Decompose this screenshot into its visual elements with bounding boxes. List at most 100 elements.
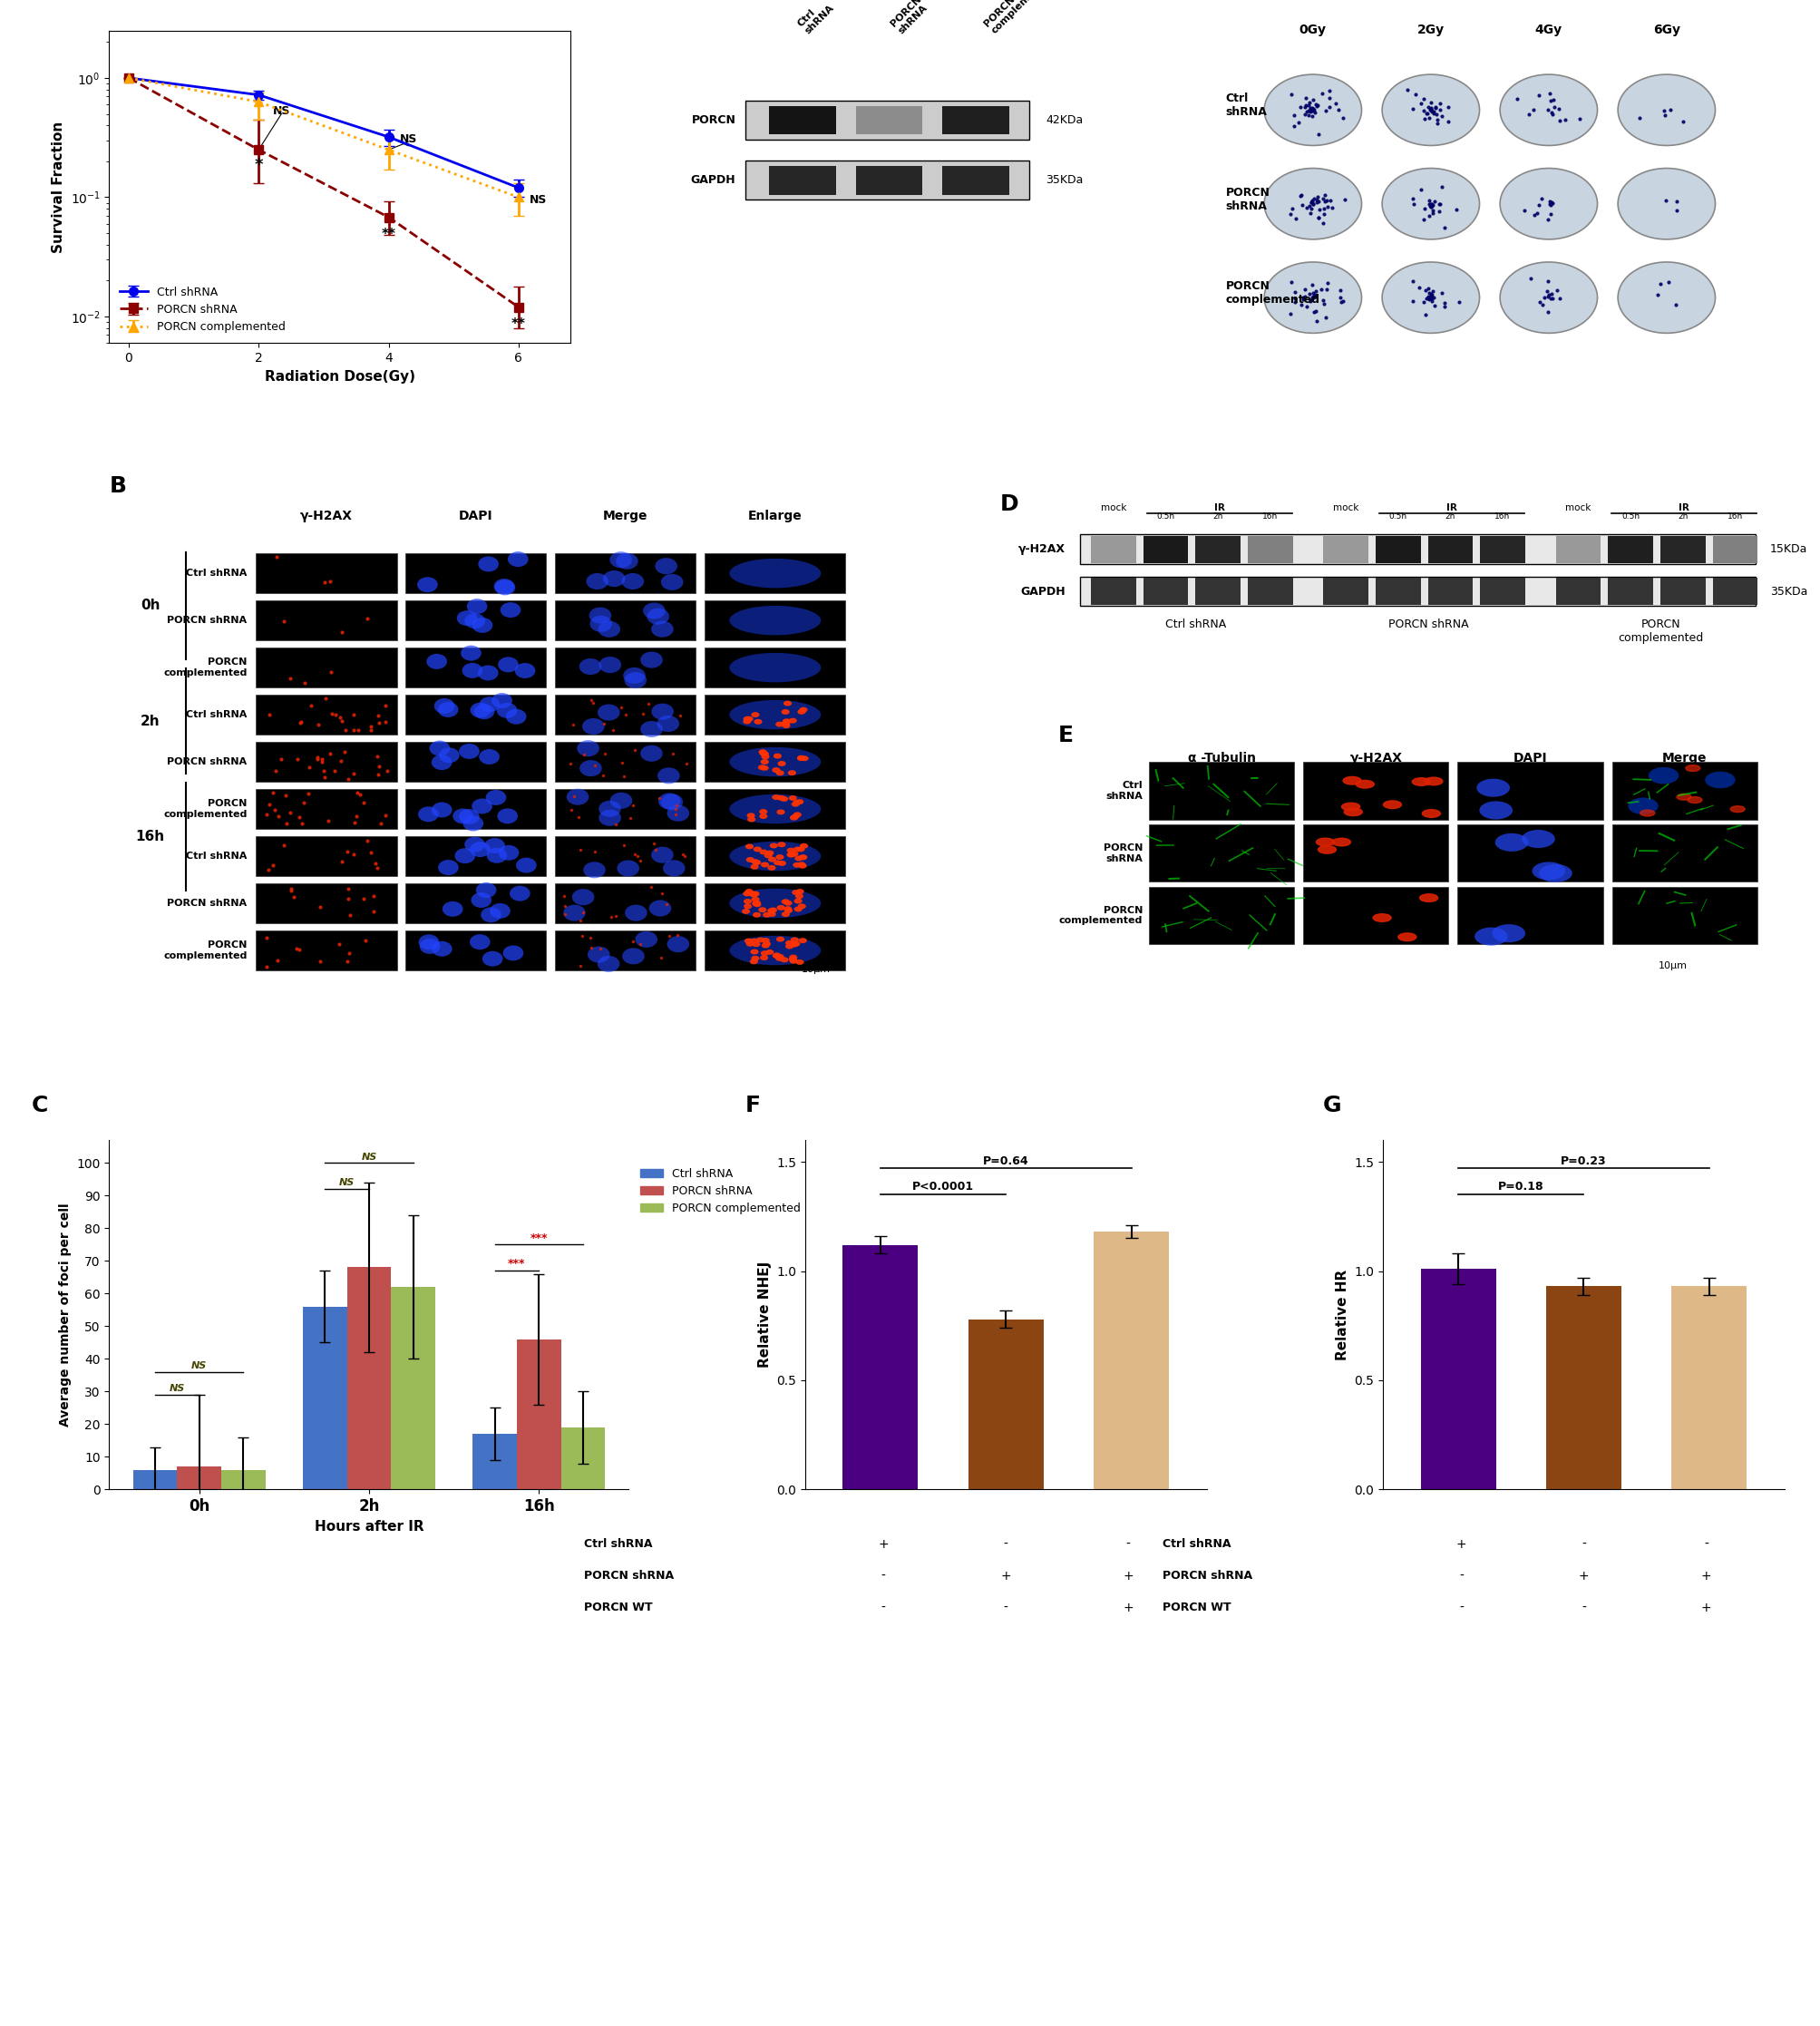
Ellipse shape bbox=[597, 956, 619, 972]
Ellipse shape bbox=[730, 701, 821, 729]
Bar bbox=[1607, 577, 1653, 606]
Circle shape bbox=[1341, 802, 1360, 810]
Bar bbox=[941, 105, 1008, 134]
Circle shape bbox=[753, 914, 761, 918]
Bar bbox=[257, 648, 397, 687]
Text: -: - bbox=[881, 1570, 885, 1582]
Ellipse shape bbox=[1538, 865, 1571, 883]
Bar bbox=[968, 1319, 1043, 1489]
Bar bbox=[1611, 887, 1756, 944]
Circle shape bbox=[790, 938, 797, 942]
Bar bbox=[555, 790, 695, 829]
Text: PORCN
complemented: PORCN complemented bbox=[1059, 906, 1143, 926]
Bar bbox=[1456, 825, 1602, 881]
Circle shape bbox=[1356, 780, 1374, 788]
Bar bbox=[1374, 535, 1420, 563]
Circle shape bbox=[783, 721, 790, 725]
Y-axis label: Relative NHEJ: Relative NHEJ bbox=[757, 1262, 772, 1368]
Ellipse shape bbox=[730, 606, 821, 636]
Circle shape bbox=[1676, 794, 1691, 800]
Circle shape bbox=[744, 904, 752, 908]
Text: P=0.23: P=0.23 bbox=[1560, 1155, 1605, 1167]
Circle shape bbox=[761, 956, 768, 960]
Circle shape bbox=[750, 950, 757, 954]
Text: DAPI: DAPI bbox=[459, 509, 493, 523]
Text: PORCN shRNA: PORCN shRNA bbox=[1387, 618, 1469, 630]
Circle shape bbox=[777, 796, 784, 800]
Circle shape bbox=[752, 956, 759, 960]
Ellipse shape bbox=[479, 750, 499, 764]
Circle shape bbox=[759, 752, 766, 756]
Ellipse shape bbox=[473, 703, 495, 719]
Ellipse shape bbox=[508, 551, 528, 567]
Bar bbox=[1247, 535, 1292, 563]
Text: Ctrl shRNA: Ctrl shRNA bbox=[186, 851, 248, 861]
Circle shape bbox=[788, 853, 795, 857]
Ellipse shape bbox=[1474, 928, 1507, 946]
Circle shape bbox=[750, 960, 757, 964]
Bar bbox=[1323, 577, 1367, 606]
Text: 16h: 16h bbox=[1727, 513, 1742, 521]
Ellipse shape bbox=[1627, 798, 1658, 814]
Text: Ctrl shRNA: Ctrl shRNA bbox=[584, 1538, 653, 1550]
Bar bbox=[746, 160, 1028, 201]
Text: Ctrl
shRNA: Ctrl shRNA bbox=[795, 0, 835, 36]
Circle shape bbox=[752, 859, 759, 863]
Bar bbox=[1420, 1268, 1496, 1489]
Bar bbox=[1456, 762, 1602, 819]
Circle shape bbox=[784, 701, 790, 705]
Y-axis label: Average number of foci per cell: Average number of foci per cell bbox=[58, 1203, 71, 1426]
Bar bbox=[1247, 577, 1292, 606]
Text: -: - bbox=[1582, 1538, 1585, 1552]
Circle shape bbox=[781, 709, 788, 713]
Text: D: D bbox=[999, 494, 1017, 515]
Ellipse shape bbox=[666, 804, 690, 821]
Text: PORCN
shRNA: PORCN shRNA bbox=[1225, 186, 1270, 213]
Circle shape bbox=[746, 814, 753, 819]
Bar bbox=[1480, 535, 1525, 563]
Circle shape bbox=[1372, 914, 1390, 922]
Ellipse shape bbox=[464, 614, 484, 628]
Ellipse shape bbox=[475, 883, 497, 898]
Circle shape bbox=[1685, 766, 1700, 772]
Bar bbox=[1303, 762, 1449, 819]
Ellipse shape bbox=[657, 768, 679, 784]
Circle shape bbox=[799, 855, 806, 859]
Circle shape bbox=[759, 766, 764, 770]
Ellipse shape bbox=[460, 646, 480, 660]
Text: 2h: 2h bbox=[1445, 513, 1454, 521]
Bar bbox=[1607, 535, 1653, 563]
Circle shape bbox=[768, 910, 775, 914]
Bar bbox=[406, 602, 546, 640]
Circle shape bbox=[1687, 796, 1702, 802]
Text: 35KDa: 35KDa bbox=[1769, 586, 1807, 598]
Ellipse shape bbox=[642, 602, 664, 620]
Text: Ctrl shRNA: Ctrl shRNA bbox=[1165, 618, 1227, 630]
Circle shape bbox=[783, 723, 790, 727]
Bar bbox=[555, 602, 695, 640]
Bar bbox=[704, 553, 844, 594]
Text: 35KDa: 35KDa bbox=[1045, 174, 1083, 186]
Bar bbox=[406, 790, 546, 829]
Circle shape bbox=[746, 857, 753, 861]
Circle shape bbox=[744, 717, 750, 721]
Bar bbox=[704, 695, 844, 733]
Bar bbox=[517, 1339, 561, 1489]
Text: PORCN
complemented: PORCN complemented bbox=[1618, 618, 1704, 644]
Circle shape bbox=[797, 709, 804, 713]
Circle shape bbox=[794, 900, 801, 904]
Text: Enlarge: Enlarge bbox=[748, 509, 803, 523]
Ellipse shape bbox=[515, 663, 535, 679]
Circle shape bbox=[763, 938, 768, 942]
Circle shape bbox=[1343, 776, 1361, 784]
Ellipse shape bbox=[510, 885, 530, 902]
Circle shape bbox=[1420, 893, 1438, 902]
Bar bbox=[1079, 577, 1754, 606]
Text: 0h: 0h bbox=[140, 600, 160, 612]
Ellipse shape bbox=[470, 703, 490, 717]
Circle shape bbox=[759, 908, 766, 912]
Ellipse shape bbox=[464, 837, 484, 853]
Text: 15KDa: 15KDa bbox=[1769, 543, 1807, 555]
Bar bbox=[257, 602, 397, 640]
Text: -: - bbox=[1003, 1538, 1008, 1552]
